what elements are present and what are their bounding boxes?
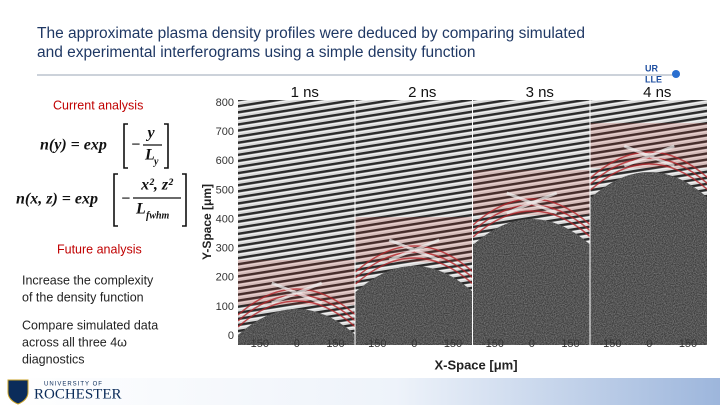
bullet-line: of the density function <box>22 290 144 304</box>
red-fringe <box>355 251 472 279</box>
x-tick-label: -150 <box>482 338 504 350</box>
red-fringe <box>355 257 472 285</box>
dense-grain <box>590 172 707 345</box>
x-tick-label: 150 <box>444 338 462 350</box>
x-tick-label: -150 <box>247 338 269 350</box>
red-tint <box>238 260 355 305</box>
logo-text: UNIVERSITY OF <box>44 382 103 388</box>
red-tint <box>590 123 707 168</box>
footer-band <box>0 378 720 405</box>
eq-lhs: n(y) = exp <box>40 137 107 154</box>
x-tick-label: 150 <box>561 338 579 350</box>
title-line: The approximate plasma density profiles … <box>37 25 585 42</box>
eq-den: L <box>144 147 155 164</box>
bullet-line: Increase the complexity <box>22 273 154 287</box>
x-tick-label: 0 <box>529 338 535 350</box>
interferogram <box>355 100 472 345</box>
panel-label: 2 ns <box>408 84 436 101</box>
red-fringe <box>590 163 707 191</box>
fringes <box>238 100 355 345</box>
panel-image <box>473 100 590 345</box>
dense-grain <box>355 266 472 345</box>
logo-text: ROCHESTER <box>34 386 122 402</box>
cross-fringe <box>623 144 675 168</box>
eq-sign: − <box>131 137 141 154</box>
red-fringe <box>590 157 707 185</box>
lle-text: UR <box>645 63 658 73</box>
y-tick-label: 0 <box>228 330 234 342</box>
x-tick-label: 0 <box>294 338 300 350</box>
dense-grain <box>238 309 355 345</box>
cross-fringe <box>388 238 440 262</box>
lle-logo: UR LLE <box>645 63 680 84</box>
lle-text: LLE <box>645 74 662 84</box>
eq-num: y <box>145 125 155 142</box>
cross-fringe <box>271 281 323 305</box>
eq-den: L <box>135 201 146 218</box>
x-tick-label: 150 <box>326 338 344 350</box>
y-tick-label: 400 <box>216 213 234 225</box>
eq-sub: fwhm <box>146 210 170 221</box>
interferogram <box>238 100 355 345</box>
x-tick-label: -150 <box>364 338 386 350</box>
x-tick-label: 0 <box>411 338 417 350</box>
rochester-logo: UNIVERSITY OF ROCHESTER <box>7 379 122 405</box>
lle-star <box>672 70 680 78</box>
red-fringe <box>473 198 590 226</box>
red-fringe <box>238 294 355 322</box>
y-tick-label: 300 <box>216 243 234 255</box>
eq-sub: y <box>153 156 159 167</box>
panel-label: 3 ns <box>526 84 554 101</box>
y-axis-label: Y-Space [μm] <box>200 184 214 260</box>
section-heading: Current analysis <box>53 98 143 112</box>
x-tick-label: 0 <box>646 338 652 350</box>
eq-num: x², z² <box>140 177 174 194</box>
y-tick-label: 700 <box>216 126 234 138</box>
panel-image <box>590 100 707 345</box>
y-tick-label: 600 <box>216 155 234 167</box>
red-fringe <box>590 151 707 179</box>
bullet-line: diagnostics <box>22 352 85 366</box>
y-tick-label: 200 <box>216 272 234 284</box>
red-fringe <box>238 300 355 328</box>
x-tick-label: -150 <box>599 338 621 350</box>
y-tick-label: 500 <box>216 184 234 196</box>
x-axis-label: X-Space [μm] <box>434 357 517 372</box>
bracket <box>113 173 187 227</box>
y-tick-label: 800 <box>216 97 234 109</box>
panel-label: 4 ns <box>643 84 671 101</box>
red-fringe <box>238 288 355 316</box>
dense-grain <box>473 219 590 345</box>
panel-image <box>355 100 472 345</box>
red-fringe <box>355 245 472 273</box>
panel-label: 1 ns <box>291 84 319 101</box>
cross-fringe <box>506 191 558 215</box>
section-heading: Future analysis <box>57 242 142 256</box>
eq-sign: − <box>121 191 131 208</box>
bullet-line: Compare simulated data <box>22 318 158 332</box>
red-fringe <box>473 210 590 238</box>
bracket <box>123 123 169 169</box>
red-fringe <box>473 204 590 232</box>
shield <box>7 379 29 405</box>
eq-lhs: n(x, z) = exp <box>16 191 98 208</box>
interferogram <box>473 100 590 345</box>
red-tint <box>355 217 472 262</box>
panel-image <box>238 100 355 345</box>
interferogram <box>590 100 707 345</box>
x-tick-label: 150 <box>679 338 697 350</box>
title-line: and experimental interferograms using a … <box>37 44 476 61</box>
red-tint <box>473 170 590 215</box>
bullet-line: across all three 4ω <box>22 335 127 349</box>
y-tick-label: 100 <box>216 301 234 313</box>
